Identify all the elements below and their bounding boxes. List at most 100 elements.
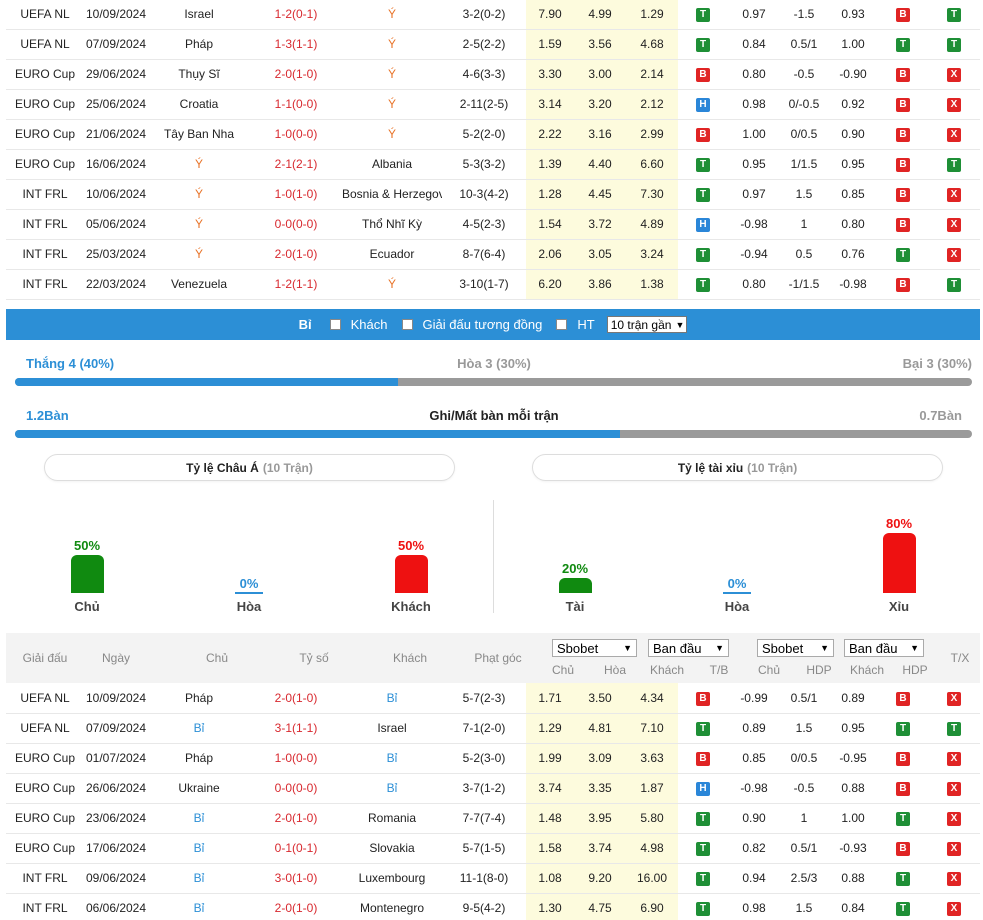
cell-away[interactable]: Bỉ — [386, 751, 398, 765]
result-cell: T — [928, 269, 980, 300]
bar-label: Hòa — [236, 599, 262, 614]
cell-away[interactable]: Israel — [377, 721, 407, 735]
table-row[interactable]: UEFA NL 07/09/2024 Bỉ 3-1(1-1) Israel 7-1(2-0… — [6, 713, 980, 744]
result-cell: X — [928, 683, 980, 714]
cell-home[interactable]: Croatia — [179, 97, 219, 111]
cell: 7.90 — [526, 0, 574, 30]
cell-o1: 3.14 — [538, 97, 562, 111]
table-row[interactable]: UEFA NL 10/09/2024 Pháp 2-0(1-0) Bỉ 5-7(2-3) 1… — [6, 683, 980, 714]
table-row[interactable]: INT FRL 25/03/2024 Ý 2-0(1-0) Ecuador 8-7(6-4… — [6, 239, 980, 270]
table-row[interactable]: INT FRL 10/06/2024 Ý 1-0(1-0) Bosnia & Herze… — [6, 179, 980, 210]
cell-o2: 4.45 — [588, 187, 612, 201]
table-row[interactable]: EURO Cup 17/06/2024 Bỉ 0-1(0-1) Slovakia 5-7(… — [6, 833, 980, 864]
cell-o1: 3.30 — [538, 67, 562, 81]
asian-handicap-pill[interactable]: Tỷ lệ Châu Á (10 Trận) — [44, 454, 455, 481]
bar-column — [558, 578, 592, 593]
cell-o1: 1.48 — [538, 811, 562, 825]
cell-corners: 4-5(2-3) — [462, 217, 506, 231]
cell-away[interactable]: Thổ Nhĩ Kỳ — [361, 217, 423, 231]
table-row[interactable]: EURO Cup 23/06/2024 Bỉ 2-0(1-0) Romania 7-7(7… — [6, 803, 980, 834]
cell-home[interactable]: Ý — [194, 247, 203, 261]
cell-away[interactable]: Romania — [367, 811, 417, 825]
cell-home[interactable]: Bỉ — [193, 871, 205, 885]
cell: 4.81 — [574, 713, 626, 744]
cell-home[interactable]: Pháp — [184, 690, 214, 705]
cell: 0.89 — [828, 683, 878, 714]
odds-type-select-2[interactable]: Ban đầu ▼ — [844, 639, 924, 657]
cell-h1: 0.84 — [742, 37, 766, 51]
cell-away[interactable]: Ecuador — [369, 247, 415, 261]
cell-o2: 3.05 — [588, 247, 612, 261]
cell-away[interactable]: Ý — [387, 37, 396, 51]
bookmaker-select-1[interactable]: Sbobet ▼ — [552, 639, 637, 657]
checkbox-ht[interactable] — [556, 319, 568, 330]
bar-column — [723, 592, 751, 594]
cell-away[interactable]: Albania — [371, 157, 413, 171]
bar-ou-1: 0% Hòa — [697, 576, 777, 614]
table-row[interactable]: INT FRL 22/03/2024 Venezuela 1-2(1-1) Ý 3-10(… — [6, 269, 980, 300]
table-row[interactable]: UEFA NL 07/09/2024 Pháp 1-3(1-1) Ý 2-5(2-2) 1.… — [6, 29, 980, 60]
table-row[interactable]: EURO Cup 16/06/2024 Ý 2-1(2-1) Albania 5-3(3-… — [6, 149, 980, 180]
table-row[interactable]: EURO Cup 25/06/2024 Croatia 1-1(0-0) Ý 2-11(2… — [6, 89, 980, 120]
cell: 0.5/1 — [780, 29, 828, 60]
cell-away[interactable]: Bỉ — [386, 781, 398, 795]
cell-h1: 0.98 — [742, 97, 766, 111]
cell-away[interactable]: Ý — [387, 6, 396, 21]
cell-score: 3-0(1-0) — [274, 871, 318, 885]
cell-home[interactable]: Pháp — [184, 37, 214, 51]
cell-home[interactable]: Thụy Sĩ — [178, 67, 220, 81]
cell-o2: 4.99 — [588, 6, 612, 21]
odds-type-select-1[interactable]: Ban đầu ▼ — [648, 639, 729, 657]
cell-away[interactable]: Bỉ — [386, 690, 398, 705]
cell: Pháp — [148, 683, 250, 714]
table-row[interactable]: EURO Cup 26/06/2024 Ukraine 0-0(0-0) Bỉ 3-7(1… — [6, 773, 980, 804]
checkbox-away[interactable] — [329, 319, 341, 330]
cell-home[interactable]: Bỉ — [193, 811, 205, 825]
cell-home[interactable]: Israel — [184, 6, 214, 21]
cell-away[interactable]: Ý — [387, 67, 396, 81]
cell-away[interactable]: Slovakia — [369, 841, 415, 855]
over-under-pill[interactable]: Tỷ lệ tài xỉu (10 Trận) — [532, 454, 943, 481]
cell-home[interactable]: Tây Ban Nha — [163, 127, 235, 141]
cell-home[interactable]: Ý — [194, 157, 203, 171]
result-badge: T — [696, 158, 710, 172]
table-row[interactable]: EURO Cup 21/06/2024 Tây Ban Nha 1-0(0-0) Ý 5-… — [6, 119, 980, 150]
cell: Croatia — [148, 89, 250, 120]
cell-corners: 10-3(4-2) — [459, 187, 509, 201]
cell-away[interactable]: Luxembourg — [358, 871, 426, 885]
cell: 5-2(3-0) — [442, 743, 526, 774]
cell: Ý — [342, 29, 442, 60]
cell: 0.88 — [828, 773, 878, 804]
cell-away[interactable]: Ý — [387, 97, 396, 111]
cell: 1.39 — [526, 149, 574, 180]
table-row[interactable]: UEFA NL 10/09/2024 Israel 1-2(0-1) Ý 3-2(0-2)… — [6, 0, 980, 30]
table-row[interactable]: EURO Cup 29/06/2024 Thụy Sĩ 2-0(1-0) Ý 4-6(3-… — [6, 59, 980, 90]
table-row[interactable]: EURO Cup 01/07/2024 Pháp 1-0(0-0) Bỉ 5-2(3-0)… — [6, 743, 980, 774]
table-row[interactable]: INT FRL 06/06/2024 Bỉ 2-0(1-0) Montenegro 9-5… — [6, 893, 980, 920]
table-row[interactable]: INT FRL 05/06/2024 Ý 0-0(0-0) Thổ Nhĩ Kỳ 4-5(… — [6, 209, 980, 240]
result-badge: T — [696, 7, 710, 22]
cell-home[interactable]: Ý — [194, 217, 203, 231]
cell-home[interactable]: Ý — [194, 187, 203, 201]
cell: 0.97 — [728, 179, 780, 210]
cell-home[interactable]: Venezuela — [170, 277, 228, 291]
checkbox-same-league[interactable] — [401, 319, 413, 330]
cell-away[interactable]: Montenegro — [359, 901, 425, 915]
cell-away[interactable]: Bosnia & Herzegovina — [342, 187, 442, 201]
cell-o3: 3.63 — [640, 751, 664, 765]
cell: Ecuador — [342, 239, 442, 270]
bookmaker-select-2[interactable]: Sbobet ▼ — [757, 639, 834, 657]
cell-away[interactable]: Ý — [387, 127, 396, 141]
cell-o1: 1.30 — [538, 901, 562, 915]
cell-h3: 0.88 — [841, 781, 865, 795]
table-row[interactable]: INT FRL 09/06/2024 Bỉ 3-0(1-0) Luxembourg 11-… — [6, 863, 980, 894]
cell-home[interactable]: Pháp — [184, 751, 214, 765]
cell-away[interactable]: Ý — [387, 277, 396, 291]
cell-home[interactable]: Bỉ — [193, 901, 205, 915]
cell-home[interactable]: Bỉ — [193, 841, 205, 855]
cell-league: EURO Cup — [14, 751, 76, 765]
cell-home[interactable]: Ukraine — [178, 781, 220, 795]
result-badge: B — [896, 782, 910, 796]
cell-home[interactable]: Bỉ — [193, 721, 205, 735]
recent-count-select[interactable]: 10 trận gần ▼ — [606, 316, 688, 333]
